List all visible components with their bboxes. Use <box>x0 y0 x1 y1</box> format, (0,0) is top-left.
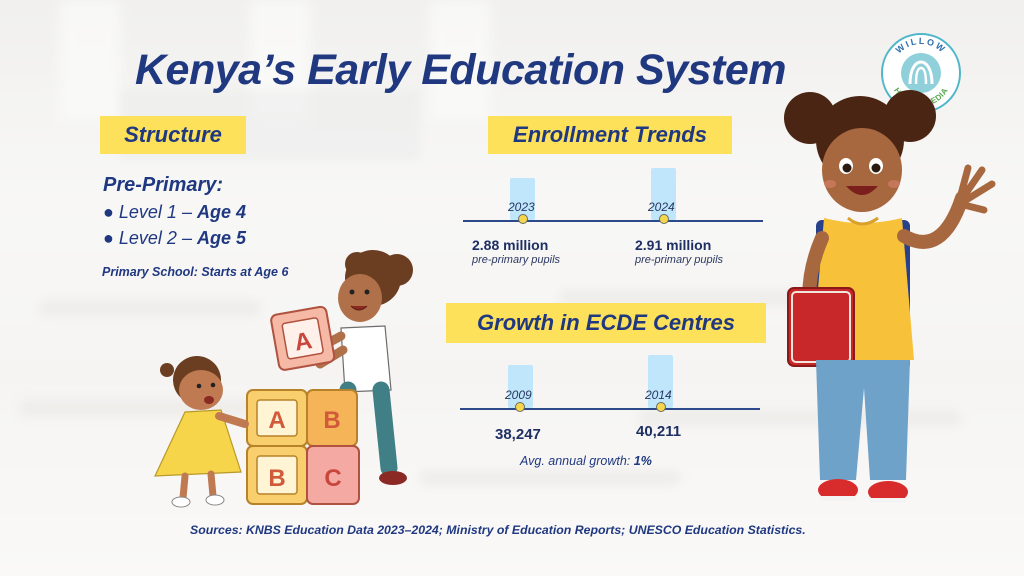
enrollment-value-2023: 2.88 million <box>472 237 549 253</box>
growth-year-2014: 2014 <box>645 388 672 402</box>
level-dash: – <box>181 228 192 248</box>
level-age: Age 5 <box>196 228 247 248</box>
block-letter: A <box>292 327 314 357</box>
sources-footnote: Sources: KNBS Education Data 2023–2024; … <box>190 523 806 537</box>
page-title: Kenya’s Early Education System <box>135 46 787 94</box>
growth-heading: Growth in ECDE Centres <box>446 303 766 343</box>
enrollment-axis <box>463 220 763 222</box>
level-2-row: ● Level 2 – Age 5 <box>103 228 246 249</box>
block-letter: B <box>323 407 340 434</box>
toddler-figure <box>154 356 249 508</box>
waving-girl-illustration <box>784 90 996 503</box>
timeline-dot <box>659 214 669 224</box>
enrollment-unit-2023: pre-primary pupils <box>472 254 561 266</box>
enrollment-unit-2024: pre-primary pupils <box>635 254 724 266</box>
avg-growth-line: Avg. annual growth: 1% <box>520 454 652 468</box>
enrollment-bar-2023 <box>510 178 535 220</box>
timeline-dot <box>518 214 528 224</box>
enrollment-heading: Enrollment Trends <box>488 116 732 154</box>
block-letter: A <box>268 407 285 434</box>
timeline-dot <box>656 402 666 412</box>
growth-value-2014: 40,211 <box>636 423 682 440</box>
growth-year-2009: 2009 <box>505 388 532 402</box>
level-dash: – <box>181 202 192 222</box>
enrollment-value-2024: 2.91 million <box>635 237 712 253</box>
level-1-row: ● Level 1 – Age 4 <box>103 202 246 223</box>
structure-heading: Structure <box>100 116 246 154</box>
block-a-top: A <box>270 305 336 371</box>
enrollment-year-2023: 2023 <box>508 200 535 214</box>
level-label: Level 1 <box>118 202 177 222</box>
bullet-icon: ● <box>103 228 114 248</box>
growth-value-2009: 38,247 <box>495 426 541 443</box>
block-stack: A B B C <box>246 389 360 505</box>
primary-school-note: Primary School: Starts at Age 6 <box>102 265 289 279</box>
block-letter: B <box>268 465 285 492</box>
growth-bar-2009 <box>508 365 533 408</box>
children-with-blocks-illustration: A A B B C <box>154 250 413 508</box>
enrollment-bar-2024 <box>651 168 676 220</box>
avg-growth-label: Avg. annual growth: <box>520 454 631 468</box>
enrollment-year-2024: 2024 <box>648 200 675 214</box>
timeline-dot <box>515 402 525 412</box>
level-label: Level 2 <box>118 228 177 248</box>
avg-growth-value: 1% <box>633 454 652 468</box>
pre-primary-heading: Pre-Primary: <box>103 174 224 196</box>
bullet-icon: ● <box>103 202 114 222</box>
growth-axis <box>460 408 760 410</box>
level-age: Age 4 <box>196 202 247 222</box>
block-letter: C <box>324 465 341 492</box>
growth-bar-2014 <box>648 355 673 408</box>
